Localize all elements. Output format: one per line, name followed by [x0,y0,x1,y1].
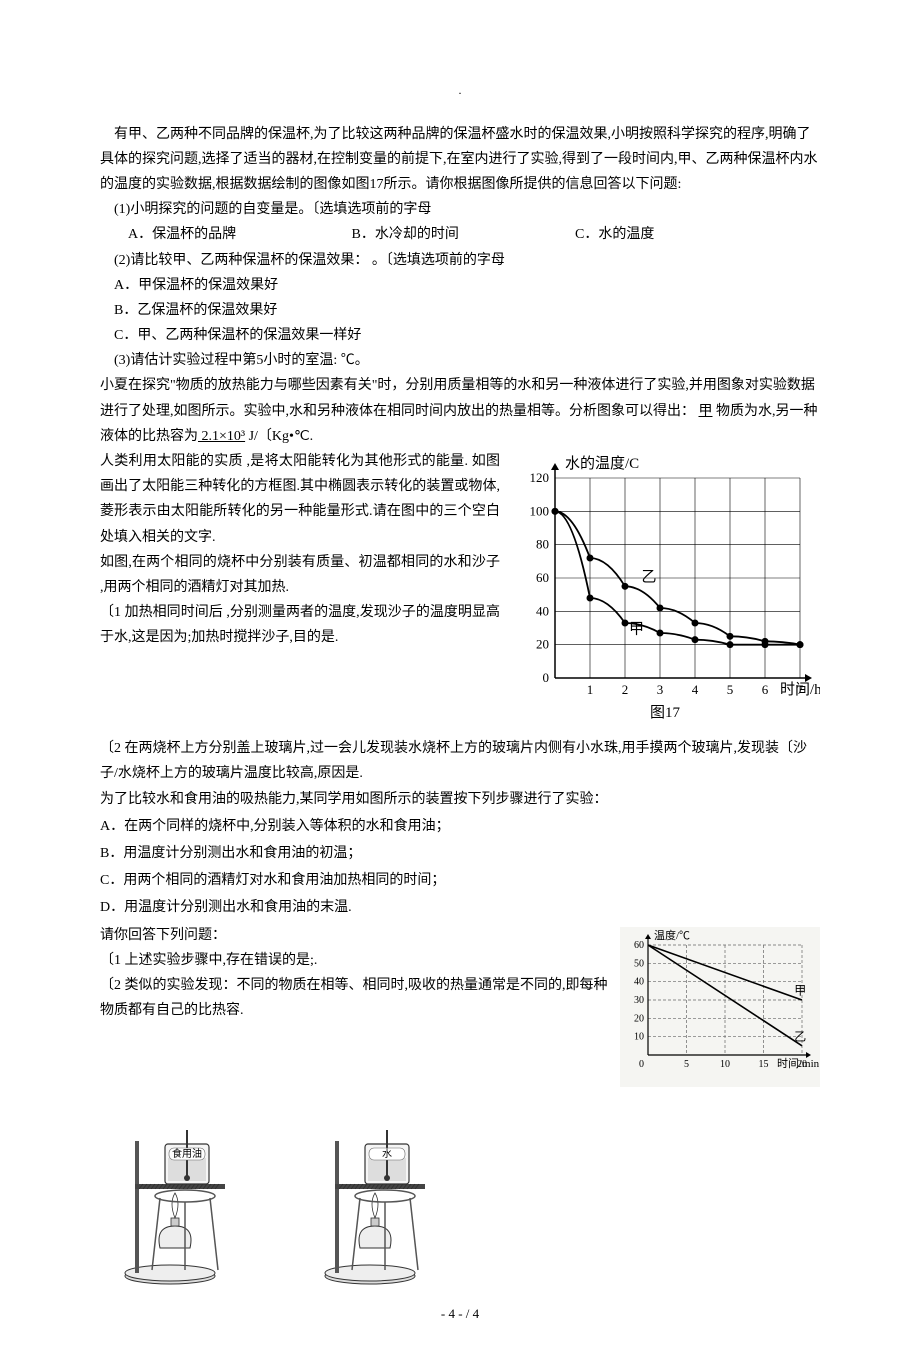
svg-text:温度/℃: 温度/℃ [654,928,690,942]
svg-text:0: 0 [543,670,550,685]
apparatus-figures: 食用油 水 [100,1106,820,1305]
q2-opt-b: B．乙保温杯的保温效果好 [100,298,820,323]
q1-opt-c: C．水的温度 [561,222,654,247]
svg-text:时间/min: 时间/min [777,1057,820,1070]
svg-text:水: 水 [382,1148,392,1160]
q1-opt-b: B．水冷却的时间 [338,222,558,247]
p2-c: J/〔Kg•℃. [245,429,313,444]
question-2: (2)请比较甲、乙两种保温杯的保温效果： 。〔选填选项前的字母 [100,248,820,273]
q2-opt-c: C．甲、乙两种保温杯的保温效果一样好 [100,323,820,348]
chart-17: 2040608010012001234567水的温度/C时间/h甲乙图17 [510,453,820,732]
svg-text:100: 100 [530,503,550,518]
question-1: (1)小明探究的问题的自变量是。〔选填选项前的字母 [100,197,820,222]
svg-text:2: 2 [622,682,629,697]
q2-opt-a: A．甲保温杯的保温效果好 [100,273,820,298]
svg-text:食用油: 食用油 [172,1147,202,1160]
svg-text:120: 120 [530,470,550,485]
step-a: A．在两个同样的烧杯中,分别装入等体积的水和食用油； [100,814,820,839]
q1-opt-a: A．保温杯的品牌 [114,222,334,247]
svg-text:50: 50 [634,958,644,969]
svg-text:20: 20 [634,1013,644,1024]
step-b: B．用温度计分别测出水和食用油的初温； [100,841,820,866]
svg-text:0: 0 [639,1059,644,1070]
svg-text:时间/h: 时间/h [780,681,820,698]
svg-text:80: 80 [536,537,549,552]
svg-text:15: 15 [759,1059,769,1070]
svg-text:30: 30 [634,995,644,1006]
page-footer: - 4 - / 4 [0,1302,920,1325]
intro-paragraph: 有甲、乙两种不同品牌的保温杯,为了比较这两种品牌的保温杯盛水时的保温效果,小明按… [100,122,820,198]
svg-text:5: 5 [727,682,734,697]
question-3: (3)请估计实验过程中第5小时的室温: ℃。 [100,348,820,373]
svg-text:4: 4 [692,682,699,697]
svg-text:甲: 甲 [794,983,806,997]
p2-underline2: 2.1×10³ [198,429,245,444]
svg-text:图17: 图17 [650,704,681,721]
svg-text:1: 1 [587,682,594,697]
paragraph-2: 小夏在探究"物质的放热能力与哪些因素有关"时，分别用质量相等的水和另一种液体进行… [100,373,820,449]
svg-text:乙: 乙 [642,569,657,585]
svg-text:乙: 乙 [794,1029,806,1043]
p2-underline1: 甲 [699,404,713,419]
svg-text:60: 60 [634,940,644,951]
svg-text:5: 5 [684,1059,689,1070]
svg-text:40: 40 [536,603,549,618]
q1-options: A．保温杯的品牌 B．水冷却的时间 C．水的温度 [100,222,820,247]
small-chart: 10203040506051015200温度/℃时间/min甲乙 [620,927,820,1096]
steps-list: A．在两个同样的烧杯中,分别装入等体积的水和食用油； B．用温度计分别测出水和食… [100,814,820,921]
svg-text:60: 60 [536,570,549,585]
step-d: D．用温度计分别测出水和食用油的末温. [100,895,820,920]
top-marker: . [100,80,820,102]
svg-text:3: 3 [657,682,664,697]
svg-text:水的温度/C: 水的温度/C [565,455,639,472]
svg-text:40: 40 [634,976,644,987]
svg-text:10: 10 [634,1031,644,1042]
step-c: C．用两个相同的酒精灯对水和食用油加热相同的时间； [100,868,820,893]
svg-text:6: 6 [762,682,769,697]
svg-text:20: 20 [536,637,549,652]
svg-text:10: 10 [720,1059,730,1070]
svg-text:甲: 甲 [629,622,644,638]
sub-question-2: 〔2 在两烧杯上方分别盖上玻璃片,过一会儿发现装水烧杯上方的玻璃片内侧有小水珠,… [100,736,820,786]
paragraph-3-intro: 为了比较水和食用油的吸热能力,某同学用如图所示的装置按下列步骤进行了实验： [100,787,820,812]
